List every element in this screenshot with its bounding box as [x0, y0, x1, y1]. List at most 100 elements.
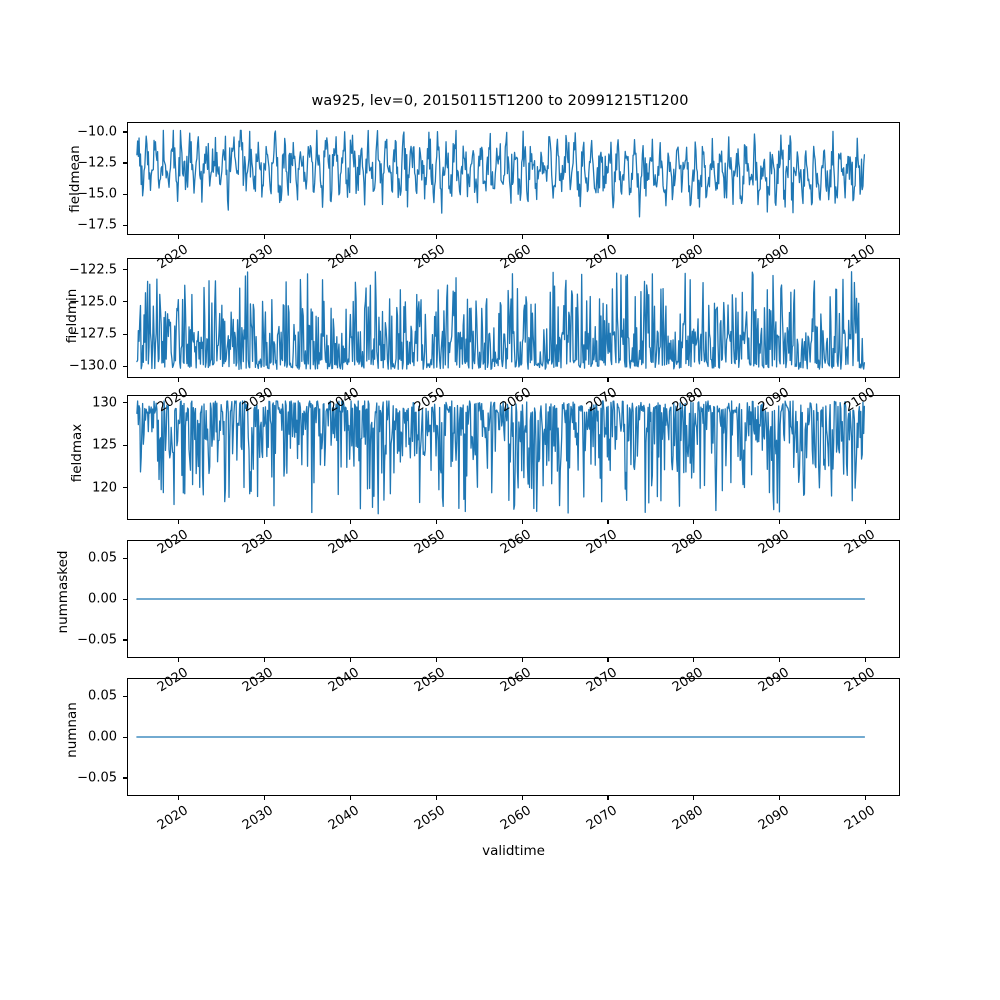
x-tick-mark: [435, 235, 437, 240]
y-tick-label: −17.5: [77, 217, 117, 233]
y-tick-mark: [122, 301, 127, 303]
y-tick-mark: [122, 193, 127, 195]
panel-fieldmean: [127, 122, 900, 235]
y-tick-mark: [122, 224, 127, 226]
x-tick-mark: [693, 235, 695, 240]
x-tick-mark: [521, 658, 523, 663]
y-tick-label: 0.05: [88, 550, 117, 566]
y-tick-label: −15.0: [77, 186, 117, 202]
x-tick-mark: [607, 378, 609, 383]
y-tick-label: −12.5: [77, 155, 117, 171]
y-tick-label: −127.5: [68, 326, 117, 342]
y-tick-label: −0.05: [77, 770, 117, 786]
x-tick-mark: [435, 520, 437, 525]
series-line-fieldmax: [136, 400, 866, 515]
x-tick-mark: [693, 796, 695, 801]
panel-nummasked: [127, 540, 900, 658]
x-tick-mark: [779, 520, 781, 525]
x-tick-mark: [865, 796, 867, 801]
y-tick-label: 0.00: [88, 591, 117, 607]
x-tick-mark: [521, 796, 523, 801]
x-axis-label: validtime: [482, 843, 545, 859]
x-tick-mark: [865, 658, 867, 663]
x-tick-mark: [435, 378, 437, 383]
plot-area-fieldmin: [136, 271, 866, 371]
x-tick-mark: [349, 796, 351, 801]
panel-fieldmax: [127, 395, 900, 520]
x-tick-mark: [521, 378, 523, 383]
y-tick-mark: [122, 557, 127, 559]
plot-area-nummasked: [136, 598, 866, 600]
x-tick-mark: [178, 378, 180, 383]
x-tick-mark: [263, 520, 266, 525]
x-tick-label: 2050: [412, 803, 449, 834]
y-axis-label-fieldmean: fieldmean: [67, 145, 83, 213]
y-tick-label: 120: [92, 480, 117, 496]
y-tick-mark: [122, 639, 127, 641]
y-tick-mark: [122, 487, 127, 489]
x-tick-mark: [693, 658, 695, 663]
x-tick-mark: [779, 796, 781, 801]
x-tick-mark: [178, 658, 180, 663]
plot-area-fieldmax: [136, 400, 866, 515]
x-tick-mark: [435, 796, 437, 801]
plot-area-numnan: [136, 736, 866, 738]
y-tick-mark: [122, 402, 127, 404]
x-tick-label: 2090: [755, 803, 792, 834]
x-tick-label: 2080: [669, 803, 706, 834]
x-tick-mark: [607, 520, 609, 525]
x-tick-mark: [349, 658, 351, 663]
x-tick-mark: [693, 378, 695, 383]
y-tick-mark: [122, 736, 127, 738]
x-tick-mark: [178, 235, 180, 240]
x-tick-mark: [779, 235, 781, 240]
y-tick-mark: [122, 777, 127, 779]
x-tick-mark: [779, 378, 781, 383]
x-tick-mark: [263, 796, 266, 801]
y-tick-label: 0.05: [88, 688, 117, 704]
y-tick-mark: [122, 695, 127, 697]
y-tick-mark: [122, 269, 127, 271]
plot-area-fieldmean: [136, 129, 866, 218]
y-tick-label: −122.5: [68, 262, 117, 278]
x-tick-mark: [521, 520, 523, 525]
y-tick-label: −125.0: [68, 294, 117, 310]
x-tick-mark: [263, 235, 266, 240]
y-tick-label: 130: [92, 395, 117, 411]
y-tick-mark: [122, 444, 127, 446]
x-tick-mark: [349, 520, 351, 525]
x-tick-mark: [865, 235, 867, 240]
y-tick-mark: [122, 365, 127, 367]
y-tick-mark: [122, 162, 127, 164]
series-line-fieldmean: [136, 129, 866, 218]
x-tick-mark: [263, 658, 266, 663]
x-tick-mark: [263, 378, 266, 383]
panel-numnan: [127, 678, 900, 796]
y-tick-mark: [122, 131, 127, 133]
x-tick-mark: [349, 235, 351, 240]
panel-fieldmin: [127, 258, 900, 378]
x-tick-label: 2100: [841, 803, 878, 834]
x-tick-label: 2070: [583, 803, 620, 834]
series-line-fieldmin: [136, 271, 866, 371]
y-tick-label: −10.0: [77, 124, 117, 140]
x-tick-mark: [607, 235, 609, 240]
figure-title: wa925, lev=0, 20150115T1200 to 20991215T…: [311, 93, 689, 109]
x-tick-mark: [349, 378, 351, 383]
y-tick-mark: [122, 598, 127, 600]
x-tick-mark: [779, 658, 781, 663]
x-tick-mark: [865, 520, 867, 525]
x-tick-mark: [693, 520, 695, 525]
y-tick-label: 0.00: [88, 729, 117, 745]
x-tick-mark: [435, 658, 437, 663]
x-tick-mark: [607, 658, 609, 663]
y-tick-label: −0.05: [77, 632, 117, 648]
x-tick-mark: [607, 796, 609, 801]
y-tick-mark: [122, 333, 127, 335]
y-tick-label: −130.0: [68, 358, 117, 374]
x-tick-label: 2060: [498, 803, 535, 834]
x-tick-mark: [178, 796, 180, 801]
y-tick-label: 125: [92, 437, 117, 453]
x-tick-mark: [178, 520, 180, 525]
